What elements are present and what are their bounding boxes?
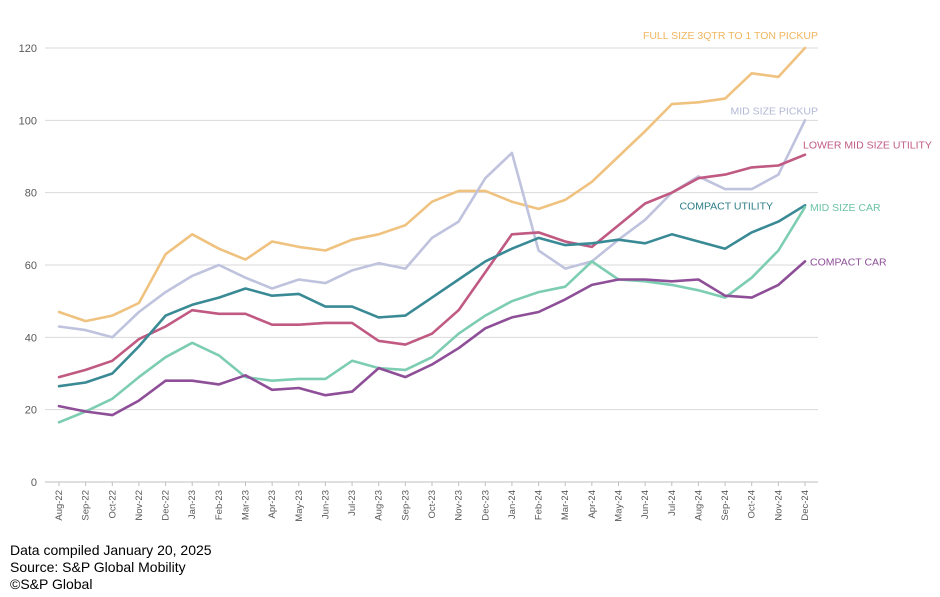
y-tick-label: 120	[19, 43, 37, 55]
x-tick-label: May-24	[614, 490, 625, 522]
x-tick-label: Jan-24	[507, 490, 518, 519]
x-tick-label: Feb-23	[214, 490, 225, 520]
x-tick-label: Nov-24	[773, 490, 784, 521]
series-line-full-size-3qtr-to-1-ton-pickup	[57, 46, 807, 323]
x-tick-label: Aug-24	[693, 490, 704, 521]
x-tick-label: Apr-24	[587, 490, 598, 519]
x-tick-label: Aug-22	[54, 490, 65, 521]
series-lines	[57, 46, 807, 424]
x-tick-label: Sep-24	[720, 490, 731, 521]
series-label: FULL SIZE 3QTR TO 1 TON PICKUP	[643, 30, 818, 42]
x-tick-label: Oct-24	[747, 490, 758, 519]
x-tick-label: Dec-24	[800, 490, 811, 521]
x-tick-label: Jun-24	[640, 490, 651, 519]
x-tick-label: Oct-22	[107, 490, 118, 519]
gridlines	[45, 47, 818, 483]
x-tick-label: Oct-23	[427, 490, 438, 519]
y-tick-label: 60	[25, 260, 37, 272]
series-line-lower-mid-size-utility	[57, 153, 807, 379]
y-tick-label: 80	[25, 188, 37, 200]
x-tick-label: Mar-24	[560, 490, 571, 520]
copyright-note: ©S&P Global	[10, 576, 93, 592]
series-label: MID SIZE CAR	[810, 202, 881, 214]
series-line-mid-size-car	[57, 205, 807, 424]
series-line-compact-car	[57, 260, 807, 417]
x-axis-ticks: Aug-22 Sep-22 Oct-22 Nov-22 Dec-22 Jan-23 Feb-…	[54, 482, 811, 522]
source-note: Source: S&P Global Mobility	[10, 559, 186, 575]
series-label: COMPACT UTILITY	[679, 200, 773, 212]
series-line-mid-size-pickup	[57, 119, 807, 339]
series-label: LOWER MID SIZE UTILITY	[803, 140, 932, 152]
x-tick-label: Nov-22	[134, 490, 145, 521]
y-axis-ticks: 0 20 40 60 80 100 120	[19, 43, 37, 489]
x-tick-label: Sep-23	[400, 490, 411, 521]
x-tick-label: Jan-23	[187, 490, 198, 519]
y-tick-label: 100	[19, 115, 37, 127]
x-tick-label: Aug-23	[374, 490, 385, 521]
x-tick-label: Mar-23	[241, 490, 252, 520]
x-tick-label: Dec-22	[161, 490, 172, 521]
y-tick-label: 0	[31, 477, 37, 489]
x-tick-label: Jun-23	[320, 490, 331, 519]
footer-notes: Data compiled January 20, 2025 Source: S…	[10, 542, 212, 593]
x-tick-label: Dec-23	[480, 490, 491, 521]
x-tick-label: Feb-24	[534, 490, 545, 520]
x-tick-label: Sep-22	[81, 490, 92, 521]
y-tick-label: 20	[25, 405, 37, 417]
x-tick-label: Jul-24	[667, 490, 678, 516]
compiled-date-note: Data compiled January 20, 2025	[10, 542, 212, 558]
x-tick-label: Nov-23	[454, 490, 465, 521]
series-label: MID SIZE PICKUP	[730, 105, 818, 117]
series-label: COMPACT CAR	[810, 256, 887, 268]
series-labels: FULL SIZE 3QTR TO 1 TON PICKUP MID SIZE P…	[643, 30, 932, 268]
x-tick-label: May-23	[294, 490, 305, 522]
x-tick-label: Apr-23	[267, 490, 278, 519]
series-line-compact-utility	[57, 204, 807, 388]
y-tick-label: 40	[25, 332, 37, 344]
line-chart: 0 20 40 60 80 100 120 Aug-22 Sep-22 Oct-22 Nov-22…	[19, 30, 932, 522]
x-tick-label: Jul-23	[347, 490, 358, 516]
